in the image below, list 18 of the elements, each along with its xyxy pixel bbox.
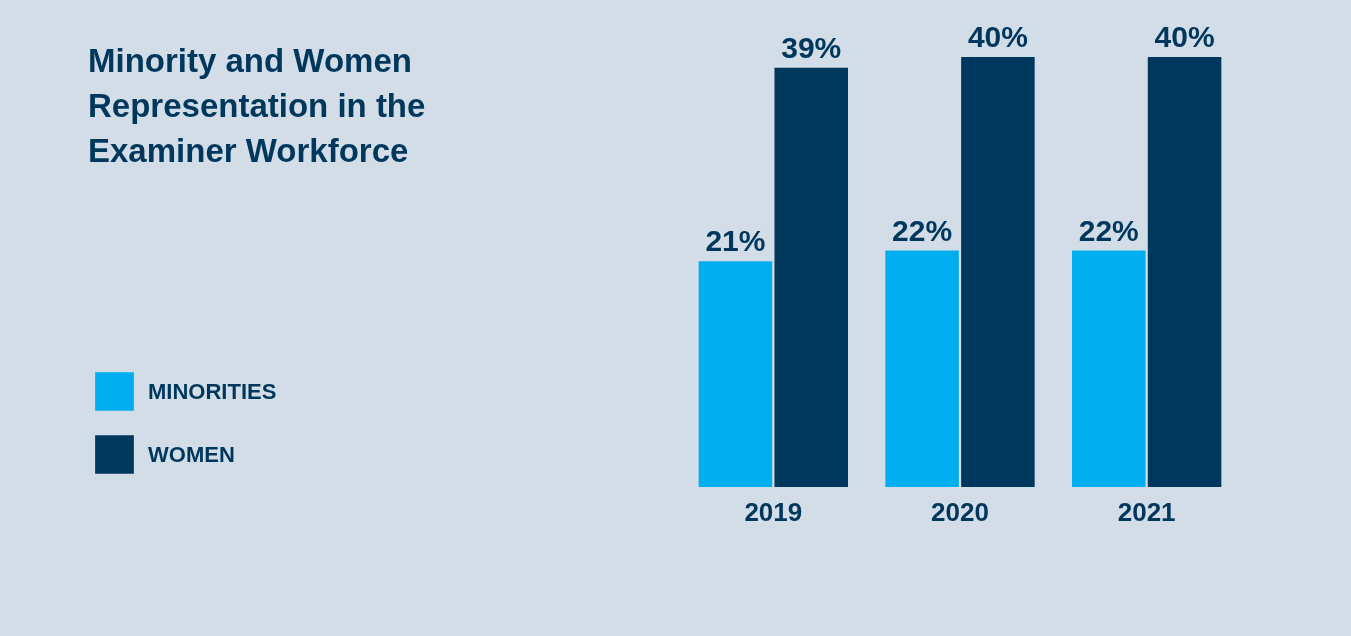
bar [961, 57, 1035, 487]
bar [774, 67, 848, 487]
data-label: 39% [781, 30, 842, 64]
data-label: 22% [892, 213, 953, 247]
x-tick-label: 2020 [931, 496, 989, 527]
bar [1147, 57, 1222, 487]
x-tick-label: 2021 [1117, 496, 1176, 527]
legend-label: WOMEN [148, 441, 235, 467]
x-tick-label: 2019 [744, 496, 803, 527]
data-label: 40% [1154, 20, 1215, 53]
data-label: 21% [705, 224, 766, 258]
legend-label: MINORITIES [148, 378, 277, 404]
bar [1072, 250, 1146, 487]
data-label: 40% [967, 20, 1028, 53]
bar [885, 250, 959, 487]
data-label: 22% [1078, 213, 1139, 247]
bar [698, 261, 773, 487]
text: Minority and Women Representation in the Examiner Workforce [88, 42, 426, 169]
